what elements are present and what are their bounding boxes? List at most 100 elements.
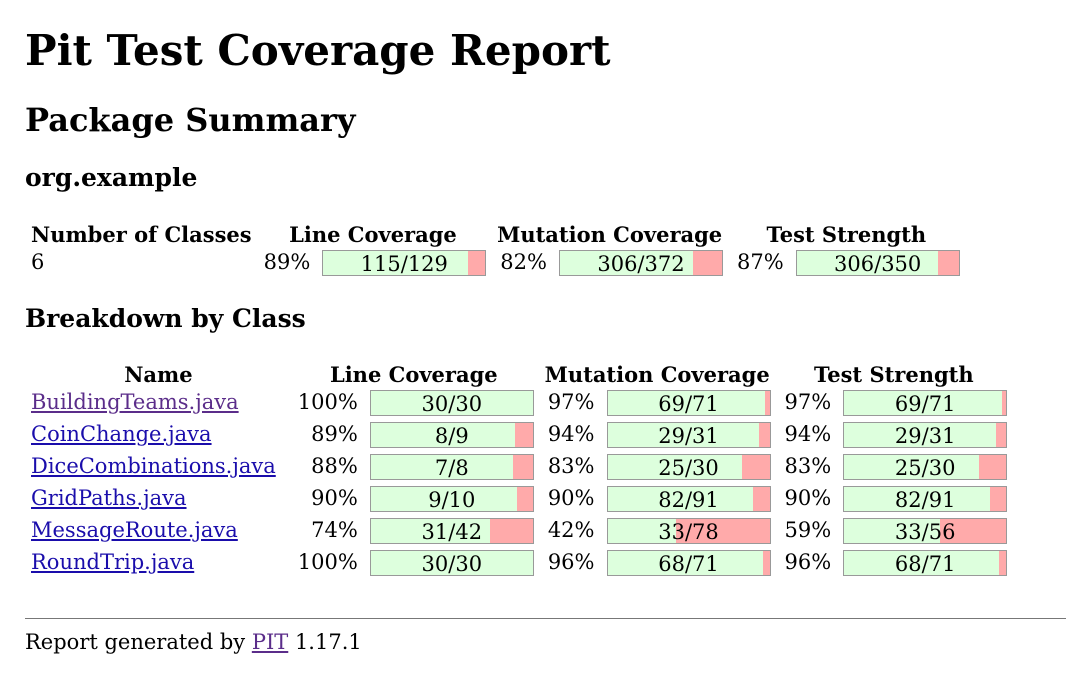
- line-coverage-percent: 100%: [297, 390, 358, 414]
- header-line-coverage: Line Coverage: [289, 221, 457, 247]
- mutation-coverage-bar: 69/71: [606, 390, 771, 416]
- class-link[interactable]: RoundTrip.java: [31, 550, 195, 574]
- test-strength-bar-fill: [796, 251, 939, 275]
- breakdown-heading: Breakdown by Class: [25, 304, 306, 333]
- mutation-coverage-bar-label: 25/30: [658, 456, 719, 480]
- mutation-coverage-bar-fill: [607, 487, 754, 511]
- header-mutation-coverage: Mutation Coverage: [544, 361, 770, 387]
- mutation-coverage-percent: 90%: [547, 486, 595, 510]
- mutation-coverage-bar-label: 69/71: [658, 392, 719, 416]
- test-strength-bar-fill: [844, 423, 996, 447]
- table-row: DiceCombinations.java 88% 7/8 83% 25/30 83% 25…: [29, 454, 1011, 484]
- mutation-coverage-bar: 25/30: [606, 454, 771, 480]
- class-breakdown-table: Name Line Coverage Mutation Coverage Tes…: [27, 358, 1013, 582]
- mutation-coverage-bar-label: 306/372: [597, 252, 685, 276]
- line-coverage-bar-label: 7/8: [434, 456, 469, 480]
- mutation-coverage-bar: 82/91: [606, 486, 771, 512]
- test-strength-bar-label: 68/71: [894, 552, 956, 576]
- footer-prefix: Report generated by: [25, 630, 252, 654]
- line-coverage-bar-fill: [370, 423, 515, 447]
- test-strength-bar-fill: [844, 487, 991, 511]
- test-strength-percent: 94%: [784, 422, 832, 446]
- class-link[interactable]: CoinChange.java: [31, 422, 212, 446]
- line-coverage-bar: 31/42: [369, 518, 534, 544]
- line-coverage-bar-label: 31/42: [421, 520, 483, 544]
- mutation-coverage-bar-label: 29/31: [658, 424, 719, 448]
- mutation-coverage-bar-fill: [607, 423, 759, 447]
- line-coverage-bar-fill: [370, 455, 513, 479]
- mutation-coverage-bar-fill: [559, 251, 694, 275]
- line-coverage-bar: 115/129: [322, 250, 487, 276]
- test-strength-bar-fill: [844, 455, 980, 479]
- test-strength-bar: 29/31: [843, 422, 1008, 448]
- table-row: MessageRoute.java 74% 31/42 42% 33/78 59% 33/5…: [29, 518, 1011, 548]
- test-strength-bar: 69/71: [843, 390, 1008, 416]
- line-coverage-bar-label: 115/129: [360, 252, 448, 276]
- header-test-strength: Test Strength: [766, 221, 927, 247]
- mutation-coverage-percent: 96%: [547, 550, 595, 574]
- test-strength-percent: 87%: [736, 250, 784, 274]
- mutation-coverage-bar-fill: [607, 551, 763, 575]
- footer-divider: [25, 618, 1066, 619]
- package-summary-heading: Package Summary: [25, 101, 356, 139]
- class-link[interactable]: MessageRoute.java: [31, 518, 238, 542]
- footer: Report generated by PIT 1.17.1: [25, 628, 362, 656]
- test-strength-bar-label: 33/56: [894, 520, 956, 544]
- test-strength-bar-fill: [844, 519, 940, 543]
- line-coverage-percent: 89%: [311, 422, 358, 446]
- line-coverage-bar-label: 9/10: [428, 488, 476, 512]
- test-strength-bar-label: 29/31: [894, 424, 956, 448]
- line-coverage-bar-label: 30/30: [421, 552, 483, 576]
- mutation-coverage-percent: 97%: [547, 390, 595, 414]
- test-strength-percent: 90%: [784, 486, 832, 510]
- mutation-coverage-bar-label: 68/71: [658, 552, 719, 576]
- class-link[interactable]: BuildingTeams.java: [31, 390, 239, 414]
- test-strength-bar-label: 306/350: [834, 252, 922, 276]
- header-mutation-coverage: Mutation Coverage: [497, 221, 723, 247]
- test-strength-percent: 59%: [784, 518, 832, 542]
- test-strength-bar: 33/56: [843, 518, 1008, 544]
- table-row: CoinChange.java 89% 8/9 94% 29/31 94% 29/31: [29, 422, 1011, 452]
- mutation-coverage-percent: 82%: [500, 250, 547, 274]
- line-coverage-percent: 100%: [297, 550, 358, 574]
- header-name: Name: [124, 361, 193, 387]
- test-strength-bar-label: 82/91: [894, 488, 956, 512]
- table-row: GridPaths.java 90% 9/10 90% 82/91 90% 82/91: [29, 486, 1011, 516]
- mutation-coverage-percent: 42%: [547, 518, 595, 542]
- test-strength-bar: 25/30: [843, 454, 1008, 480]
- test-strength-percent: 83%: [784, 454, 832, 478]
- test-strength-bar-label: 25/30: [894, 456, 956, 480]
- test-strength-bar: 68/71: [843, 550, 1008, 576]
- test-strength-bar-fill: [844, 551, 1000, 575]
- line-coverage-percent: 74%: [311, 518, 358, 542]
- class-link[interactable]: GridPaths.java: [31, 486, 187, 510]
- num-classes-value: 6: [31, 250, 45, 274]
- mutation-coverage-bar: 68/71: [606, 550, 771, 576]
- line-coverage-bar: 30/30: [369, 390, 534, 416]
- line-coverage-bar-fill: [370, 519, 491, 543]
- summary-header-row: Number of Classes Line Coverage Mutation…: [29, 220, 964, 248]
- line-coverage-bar-label: 8/9: [434, 424, 469, 448]
- summary-row: 6 89% 115/129 82% 306/372 87%: [29, 250, 964, 280]
- header-number-of-classes: Number of Classes: [31, 221, 252, 247]
- line-coverage-bar: 8/9: [369, 422, 534, 448]
- line-coverage-bar-fill: [370, 487, 517, 511]
- mutation-coverage-bar: 29/31: [606, 422, 771, 448]
- line-coverage-bar-fill: [370, 391, 533, 415]
- class-link[interactable]: DiceCombinations.java: [31, 454, 276, 478]
- line-coverage-bar-fill: [323, 251, 468, 275]
- table-row: RoundTrip.java 100% 30/30 96% 68/71 96% 68/71: [29, 550, 1011, 580]
- pit-link[interactable]: PIT: [251, 630, 289, 654]
- mutation-coverage-bar-label: 82/91: [658, 488, 719, 512]
- test-strength-bar: 82/91: [843, 486, 1008, 512]
- page-title: Pit Test Coverage Report: [25, 26, 611, 75]
- line-coverage-bar: 7/8: [369, 454, 534, 480]
- mutation-coverage-percent: 83%: [547, 454, 595, 478]
- class-header-row: Name Line Coverage Mutation Coverage Tes…: [29, 360, 1011, 388]
- mutation-coverage-bar-fill: [607, 391, 765, 415]
- line-coverage-bar: 30/30: [369, 550, 534, 576]
- table-row: BuildingTeams.java 100% 30/30 97% 69/71 97% 69…: [29, 390, 1011, 420]
- line-coverage-bar: 9/10: [369, 486, 534, 512]
- footer-version: 1.17.1: [288, 630, 362, 654]
- mutation-coverage-bar-label: 33/78: [658, 520, 719, 544]
